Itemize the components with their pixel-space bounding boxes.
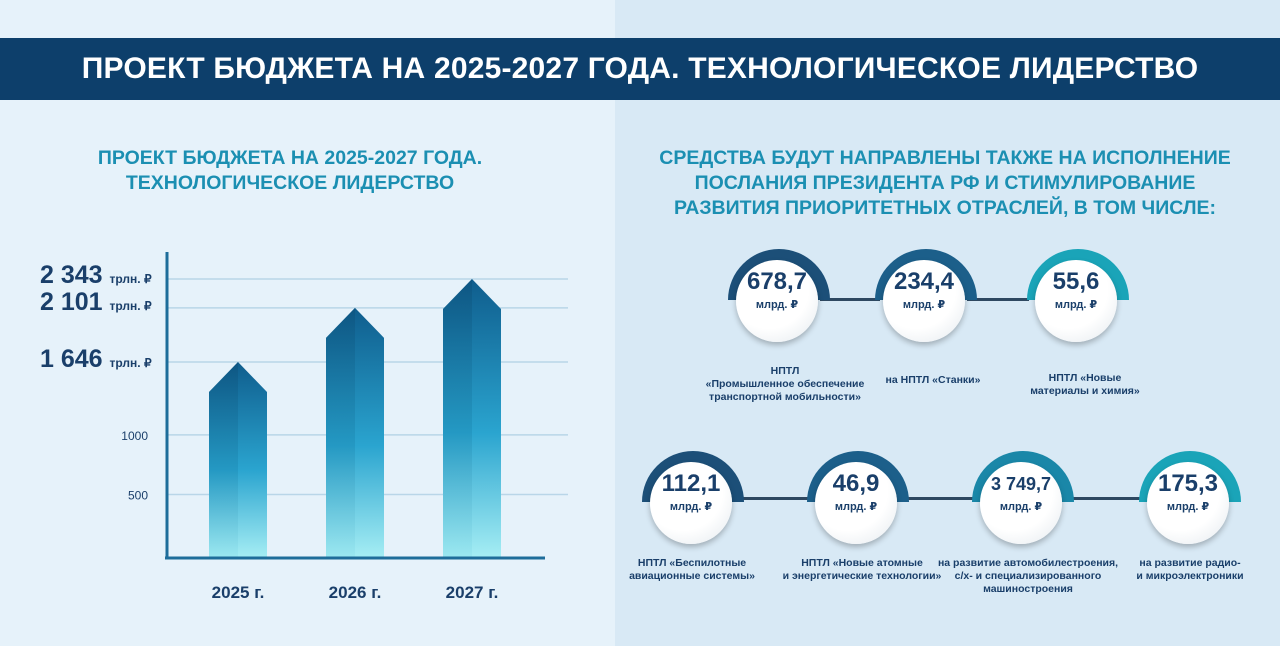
circle-disk bbox=[1035, 260, 1117, 342]
circle-ring bbox=[875, 249, 977, 300]
circle-value: 234,4 bbox=[893, 268, 955, 295]
circle-caption-line: авиационные системы» bbox=[629, 570, 755, 582]
x-category-label: 2025 г. bbox=[212, 583, 265, 602]
circle-caption-line: на НПТЛ «Станки» bbox=[885, 374, 981, 386]
x-category-label: 2027 г. bbox=[446, 583, 499, 602]
y-tick-label: 1000 bbox=[121, 429, 148, 443]
circle-caption-line: с/х- и специализированного bbox=[954, 570, 1102, 582]
circle-caption: НПТЛ «Беспилотные авиационные системы» bbox=[592, 557, 792, 583]
circle-unit: млрд. ₽ bbox=[999, 501, 1043, 513]
connector-line bbox=[897, 497, 977, 500]
left-panel-background bbox=[0, 0, 615, 646]
circle-unit: млрд. ₽ bbox=[1166, 501, 1210, 513]
circle-ring bbox=[642, 451, 744, 502]
circle-disk bbox=[815, 462, 897, 544]
circle-ring bbox=[1027, 249, 1129, 300]
bar-shade-0 bbox=[209, 361, 238, 558]
circle-disk bbox=[980, 462, 1062, 544]
circle-unit: млрд. ₽ bbox=[1054, 299, 1098, 311]
circle-unit: млрд. ₽ bbox=[669, 501, 713, 513]
y-tick-label: 500 bbox=[128, 488, 148, 502]
connector-line bbox=[967, 298, 1029, 301]
budget-bar-chart: 500 1000 2025 г. 2026 г. 2027 г. 1 646 трлн. … bbox=[40, 252, 568, 602]
circle-disk bbox=[883, 260, 965, 342]
circle-unit: млрд. ₽ bbox=[834, 501, 878, 513]
industry-circle: 234,4 млрд. ₽ bbox=[873, 248, 983, 358]
circle-caption-line: «Промышленное обеспечение bbox=[705, 378, 865, 390]
circle-value: 46,9 bbox=[832, 470, 880, 497]
circle-value: 175,3 bbox=[1157, 470, 1219, 497]
right-title-line-3: РАЗВИТИЯ ПРИОРИТЕТНЫХ ОТРАСЛЕЙ, В ТОМ ЧИ… bbox=[673, 197, 1217, 219]
industry-circle: 55,6 млрд. ₽ bbox=[1025, 248, 1135, 358]
circle-caption: на развитие автомобилестроения, с/х- и сп… bbox=[928, 557, 1128, 596]
circle-caption: НПТЛ «Новые атомные и энергетические техн… bbox=[762, 557, 962, 583]
circle-caption-line: на развитие радио- bbox=[1139, 557, 1241, 569]
circle-caption: на развитие радио-и микроэлектроники bbox=[1090, 557, 1280, 583]
industry-circle: 46,9 млрд. ₽ bbox=[805, 450, 915, 560]
circle-caption-line: машиностроения bbox=[983, 583, 1073, 595]
circle-unit: млрд. ₽ bbox=[902, 299, 946, 311]
circle-ring bbox=[1139, 451, 1241, 502]
x-category-label: 2026 г. bbox=[329, 583, 382, 602]
circle-caption-line: транспортной мобильности» bbox=[709, 391, 861, 403]
circle-disk bbox=[650, 462, 732, 544]
circle-ring bbox=[807, 451, 909, 502]
right-title-line-1: СРЕДСТВА БУДУТ НАПРАВЛЕНЫ ТАКЖЕ НА ИСПОЛ… bbox=[659, 147, 1231, 169]
industry-circle: 175,3 млрд. ₽ bbox=[1137, 450, 1247, 560]
right-panel-title: СРЕДСТВА БУДУТ НАПРАВЛЕНЫ ТАКЖЕ НА ИСПОЛ… bbox=[620, 146, 1270, 221]
industry-circle: 112,1 млрд. ₽ bbox=[640, 450, 750, 560]
value-label: 2 101 трлн. ₽ bbox=[40, 288, 152, 316]
circle-caption: НПТЛ «Новые материалы и химия» bbox=[985, 372, 1185, 398]
connector-line bbox=[732, 497, 812, 500]
bar-shade-1 bbox=[326, 307, 355, 558]
circle-value: 112,1 bbox=[661, 470, 721, 497]
circle-value: 678,7 bbox=[746, 268, 808, 295]
industry-circle: 678,7 млрд. ₽ bbox=[726, 248, 836, 358]
circle-caption-line: НПТЛ bbox=[770, 365, 800, 377]
value-label: 1 646 трлн. ₽ bbox=[40, 345, 152, 373]
circle-caption-line: материалы и химия» bbox=[1030, 385, 1140, 397]
circle-caption: НПТЛ «Промышленное обеспечение транспортно… bbox=[685, 365, 885, 404]
value-label: 2 343 трлн. ₽ bbox=[40, 261, 152, 289]
circle-caption-line: НПТЛ «Новые атомные bbox=[801, 557, 923, 569]
circle-ring bbox=[728, 249, 830, 300]
bar-shade-2 bbox=[443, 279, 472, 558]
header-bar bbox=[0, 38, 1280, 100]
circle-caption-line: и микроэлектроники bbox=[1136, 570, 1244, 582]
circle-caption-line: НПТЛ «Беспилотные bbox=[637, 557, 747, 569]
circle-value: 3 749,7 bbox=[990, 474, 1052, 494]
circle-ring bbox=[972, 451, 1074, 502]
chart-title-line-2: ТЕХНОЛОГИЧЕСКОЕ ЛИДЕРСТВО bbox=[125, 172, 455, 194]
chart-title-line-1: ПРОЕКТ БЮДЖЕТА НА 2025-2027 ГОДА. bbox=[97, 147, 483, 169]
page-title: ПРОЕКТ БЮДЖЕТА НА 2025-2027 ГОДА. ТЕХНОЛ… bbox=[81, 52, 1199, 85]
circle-caption-line: НПТЛ «Новые bbox=[1048, 372, 1122, 384]
circle-disk bbox=[736, 260, 818, 342]
right-title-line-2: ПОСЛАНИЯ ПРЕЗИДЕНТА РФ И СТИМУЛИРОВАНИЕ bbox=[694, 172, 1196, 194]
circle-disk bbox=[1147, 462, 1229, 544]
circle-caption-line: на развитие автомобилестроения, bbox=[937, 557, 1119, 569]
circle-caption: на НПТЛ «Станки» bbox=[833, 374, 1033, 387]
circle-value: 55,6 bbox=[1052, 268, 1100, 295]
connector-line bbox=[820, 298, 880, 301]
circle-unit: млрд. ₽ bbox=[755, 299, 799, 311]
connector-line bbox=[1062, 497, 1144, 500]
industry-circle: 3 749,7 млрд. ₽ bbox=[970, 450, 1080, 560]
chart-title: ПРОЕКТ БЮДЖЕТА НА 2025-2027 ГОДА. ТЕХНОЛ… bbox=[40, 146, 540, 196]
circle-caption-line: и энергетические технологии» bbox=[782, 570, 942, 582]
